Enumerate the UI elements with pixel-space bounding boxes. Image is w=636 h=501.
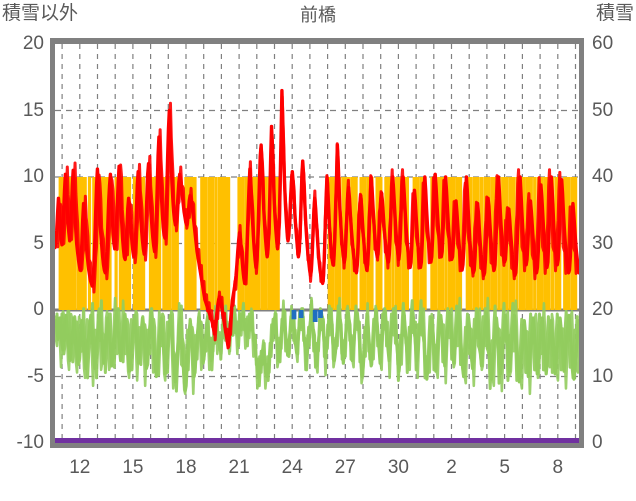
y-tick-left: -5 — [27, 365, 44, 387]
x-tick: 12 — [69, 457, 91, 478]
plot-inner — [55, 44, 579, 443]
y-tick-right: 10 — [592, 365, 614, 387]
right-axis-title: 積雪 — [595, 3, 634, 24]
x-tick: 15 — [122, 457, 144, 478]
plot-area — [50, 38, 584, 448]
y-tick-left: -10 — [16, 432, 44, 453]
chart-title: 前橋 — [300, 5, 336, 25]
y-tick-left: 15 — [22, 99, 44, 121]
x-tick: 8 — [552, 457, 564, 478]
x-tick: 24 — [281, 457, 303, 478]
y-tick-right: 50 — [592, 99, 614, 121]
x-tick: 21 — [228, 457, 250, 478]
x-tick: 5 — [499, 457, 510, 478]
x-tick: 18 — [175, 457, 197, 478]
x-tick: 2 — [446, 457, 457, 478]
x-tick: 27 — [334, 457, 356, 478]
y-tick-left: 10 — [22, 166, 44, 187]
y-tick-right: 0 — [592, 432, 603, 453]
left-axis-title: 積雪以外 — [2, 3, 79, 24]
y-tick-left: 20 — [22, 33, 44, 54]
y-tick-left: 5 — [33, 232, 44, 254]
y-tick-right: 60 — [592, 33, 614, 54]
plot-svg — [55, 44, 579, 443]
y-tick-right: 40 — [592, 166, 614, 187]
y-tick-right: 30 — [592, 232, 614, 254]
y-tick-right: 20 — [592, 299, 614, 320]
x-tick: 30 — [387, 457, 409, 478]
y-tick-left: 0 — [33, 299, 44, 320]
